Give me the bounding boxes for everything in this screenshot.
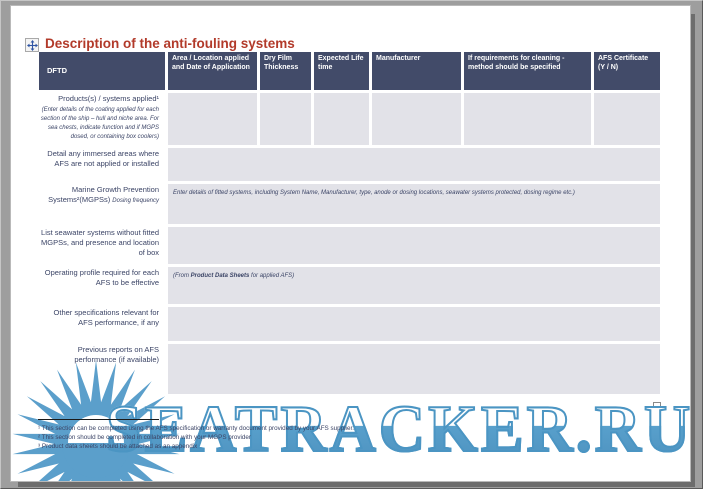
footnote-3: ³ Product data sheets should be attached… [38, 443, 198, 451]
cell-previous-reports[interactable] [168, 344, 660, 394]
cell-products-certificate[interactable] [594, 93, 660, 145]
footnotes-block: ¹ This section can be completed using th… [38, 419, 598, 451]
row-label-products-applied: Products(s) / systems applied¹ (Enter de… [39, 93, 165, 145]
table-move-handle[interactable] [25, 38, 39, 52]
header-manufacturer: Manufacturer [372, 52, 461, 90]
cell-products-area-location[interactable] [168, 93, 257, 145]
row-label-text: Marine Growth Prevention Systems²(MGPSs) [48, 185, 159, 204]
row-label-dosing-note: Dosing frequency [112, 197, 159, 204]
move-arrows-icon [26, 39, 38, 51]
row-label-operating-profile: Operating profile required for each AFS … [44, 268, 159, 287]
footnote-2: ² This section should be completed in co… [38, 434, 252, 442]
header-expected-lifetime: Expected Life time [314, 52, 369, 90]
row-label-note: (Enter details of the coating applied fo… [40, 106, 159, 140]
cell-immersed-areas[interactable] [168, 148, 660, 181]
section-title-row: Description of the anti-fouling systems [25, 36, 295, 52]
header-dry-film-thickness: Dry Film Thickness [260, 52, 311, 90]
document-page: Description of the anti-fouling systems … [11, 6, 690, 481]
row-label-immersed-areas: Detail any immersed areas where AFS are … [47, 149, 159, 168]
header-dftd: DFTD [39, 52, 165, 90]
cell-products-dry-film[interactable] [260, 93, 311, 145]
row-label-seawater-systems: List seawater systems without fitted MGP… [41, 228, 159, 257]
hint-suffix: for applied AFS) [249, 273, 295, 279]
hint-bold: Product Data Sheets [190, 273, 250, 279]
cell-products-manufacturer[interactable] [372, 93, 461, 145]
table-resize-handle[interactable] [653, 402, 661, 410]
cell-mgps-details[interactable]: Enter details of fitted systems, includi… [168, 184, 660, 224]
header-afs-certificate: AFS Certificate (Y / N) [594, 52, 660, 90]
page-title: Description of the anti-fouling systems [45, 36, 295, 51]
cell-products-cleaning[interactable] [464, 93, 591, 145]
cell-operating-profile[interactable]: (From Product Data Sheets for applied AF… [168, 267, 660, 304]
header-area-location: Area / Location applied and Date of Appl… [168, 52, 257, 90]
row-label-mgps: Marine Growth Prevention Systems²(MGPSs)… [39, 184, 165, 224]
row-label-previous-reports: Previous reports on AFS performance (if … [74, 345, 159, 364]
cell-products-lifetime[interactable] [314, 93, 369, 145]
afs-description-table: DFTD Area / Location applied and Date of… [39, 52, 660, 394]
footnote-separator [38, 419, 159, 420]
cell-seawater-systems[interactable] [168, 227, 660, 264]
page-number: 4 [657, 444, 662, 453]
footnote-1: ¹ This section can be completed using th… [38, 425, 354, 432]
hint-prefix: (From [173, 273, 191, 279]
row-label-other-specs: Other specifications relevant for AFS pe… [53, 308, 159, 327]
row-label-text: Products(s) / systems applied¹ [58, 94, 159, 103]
header-cleaning-requirements: If requirements for cleaning - method sh… [464, 52, 591, 90]
cell-other-specs[interactable] [168, 307, 660, 341]
